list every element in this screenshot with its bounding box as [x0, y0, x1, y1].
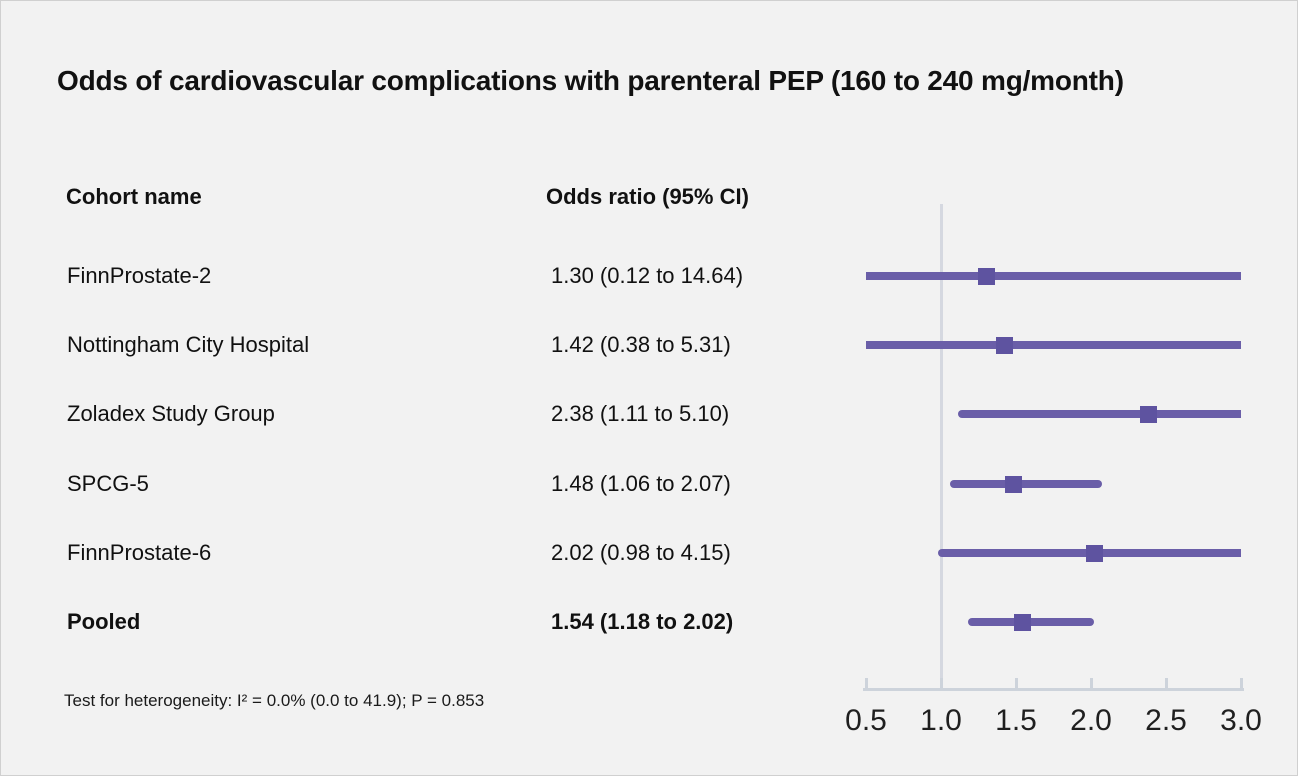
x-axis-line: [863, 688, 1244, 691]
or-marker: [1139, 406, 1157, 423]
heterogeneity-footnote: Test for heterogeneity: I² = 0.0% (0.0 t…: [64, 691, 485, 710]
x-tick-label: 3.0: [1220, 704, 1262, 737]
ci-line: [950, 480, 1102, 488]
x-tick-label: 0.5: [845, 704, 887, 737]
or-value: 1.54 (1.18 to 2.02): [551, 609, 734, 634]
or-marker: [977, 268, 995, 285]
column-header-odds-ratio: Odds ratio (95% CI): [546, 184, 749, 209]
cohort-label: Nottingham City Hospital: [67, 332, 310, 357]
or-value: 1.48 (1.06 to 2.07): [551, 471, 731, 496]
chart-title: Odds of cardiovascular complications wit…: [57, 65, 1124, 96]
or-value: 1.30 (0.12 to 14.64): [551, 263, 744, 288]
cohort-label: FinnProstate-2: [67, 263, 212, 288]
or-value: 2.38 (1.11 to 5.10): [551, 401, 730, 426]
x-axis-tick: [1089, 678, 1093, 691]
cohort-label: Zoladex Study Group: [67, 401, 275, 426]
x-axis-tick: [1014, 678, 1018, 691]
ci-line: [866, 272, 1241, 280]
or-marker: [1004, 476, 1022, 493]
ci-line: [866, 341, 1241, 349]
or-marker: [1013, 614, 1031, 631]
x-tick-label: 2.5: [1145, 704, 1187, 737]
x-tick-label: 2.0: [1070, 704, 1112, 737]
x-axis-tick: [864, 678, 868, 691]
column-header-cohort-name: Cohort name: [66, 184, 202, 209]
or-value: 1.42 (0.38 to 5.31): [551, 332, 731, 357]
or-value: 2.02 (0.98 to 4.15): [551, 540, 731, 565]
or-marker: [1085, 545, 1103, 562]
ci-line: [968, 618, 1094, 626]
x-axis-tick: [939, 678, 943, 691]
cohort-label: SPCG-5: [67, 471, 149, 496]
reference-line: [939, 204, 943, 691]
or-marker: [995, 337, 1013, 354]
cohort-label: FinnProstate-6: [67, 540, 212, 565]
cohort-label: Pooled: [67, 609, 141, 634]
x-tick-label: 1.5: [995, 704, 1037, 737]
x-axis-tick: [1164, 678, 1168, 691]
ci-line: [957, 410, 1241, 418]
x-tick-label: 1.0: [920, 704, 962, 737]
x-axis-tick: [1239, 678, 1243, 691]
